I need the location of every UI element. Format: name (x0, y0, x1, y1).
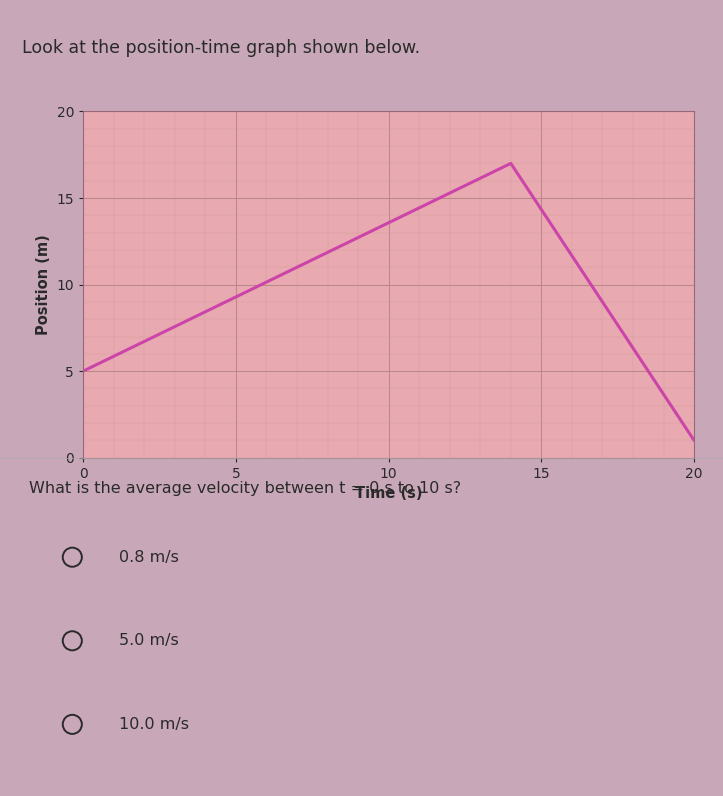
X-axis label: Time (s): Time (s) (355, 486, 422, 501)
Text: 10.0 m/s: 10.0 m/s (119, 717, 189, 732)
Y-axis label: Position (m): Position (m) (36, 234, 51, 335)
Text: What is the average velocity between t = 0 s to 10 s?: What is the average velocity between t =… (29, 482, 461, 497)
Text: Look at the position-time graph shown below.: Look at the position-time graph shown be… (22, 39, 420, 57)
Text: 5.0 m/s: 5.0 m/s (119, 634, 179, 648)
Text: 0.8 m/s: 0.8 m/s (119, 550, 179, 564)
